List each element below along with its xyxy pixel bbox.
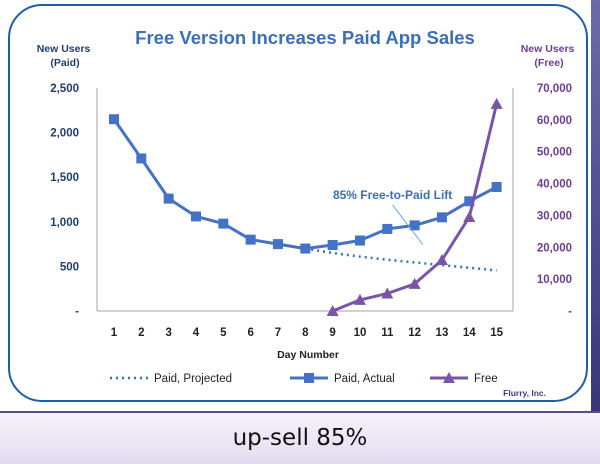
x-tick-label: 4 — [193, 327, 200, 339]
data-point-free — [381, 287, 394, 299]
x-tick-label: 12 — [408, 327, 421, 339]
data-point-paid-actual — [190, 211, 201, 222]
y-right-axis-label-line1: New Users — [521, 43, 575, 55]
slide-side-rail — [591, 0, 600, 411]
annotation-arrow — [392, 204, 424, 245]
x-tick-label: 14 — [463, 327, 476, 339]
x-tick-label: 3 — [165, 327, 171, 339]
data-point-free — [408, 277, 421, 289]
x-tick-label: 13 — [436, 327, 449, 339]
caption-bar: up-sell 85% — [0, 411, 600, 464]
chart: Free Version Increases Paid App Sales Ne… — [37, 27, 578, 398]
y-right-tick-label: 60,000 — [537, 115, 572, 127]
y-right-tick-label: 10,000 — [537, 274, 572, 286]
legend-label-free: Free — [474, 373, 498, 385]
y-right-tick-label: 70,000 — [537, 83, 572, 95]
legend-marker-paid-actual — [304, 373, 314, 383]
data-point-paid-actual — [354, 235, 365, 246]
data-point-paid-actual — [109, 114, 119, 125]
data-point-free — [353, 293, 366, 305]
y-left-tick-label: 2,000 — [50, 128, 79, 140]
y-right-tick-label: 50,000 — [537, 147, 572, 159]
y-left-tick-label: 500 — [60, 261, 79, 273]
data-point-paid-actual — [245, 234, 256, 245]
data-point-paid-actual — [436, 212, 447, 223]
data-point-paid-actual — [491, 182, 502, 193]
data-point-free — [463, 211, 476, 223]
x-tick-label: 5 — [220, 327, 227, 339]
data-point-paid-actual — [272, 239, 283, 250]
y-right-tick-labels: - 10,000 20,000 30,000 40,000 50,000 60,000 70,… — [537, 83, 572, 318]
y-left-tick-labels: - 500 1,000 1,500 2,000 2,500 — [50, 83, 79, 318]
annotation-text: 85% Free-to-Paid Lift — [333, 188, 452, 202]
x-tick-label: 11 — [381, 327, 394, 339]
data-point-paid-actual — [300, 243, 311, 254]
data-point-paid-actual — [218, 218, 229, 229]
y-right-tick-label: 20,000 — [537, 242, 572, 254]
y-right-tick-label: 30,000 — [537, 210, 572, 222]
y-left-axis-label: New Users (Paid) — [37, 43, 94, 69]
caption-text: up-sell 85% — [232, 425, 368, 451]
data-point-free — [326, 305, 339, 316]
data-point-paid-actual — [464, 196, 475, 207]
x-tick-labels: 1 2 3 4 5 6 7 8 9 10 11 12 13 14 15 — [111, 327, 504, 339]
y-left-tick-label: 2,500 — [50, 83, 79, 95]
y-right-axis-label-line2: (Free) — [534, 57, 563, 69]
x-tick-label: 1 — [111, 327, 118, 339]
x-tick-label: 2 — [138, 327, 144, 339]
chart-frame — [8, 4, 588, 402]
data-point-free — [490, 97, 503, 109]
credit-text: Flurry, Inc. — [503, 388, 546, 398]
chart-title: Free Version Increases Paid App Sales — [135, 27, 475, 48]
data-point-paid-actual — [382, 223, 393, 234]
y-right-axis-label: New Users (Free) — [521, 43, 578, 69]
x-axis-label: Day Number — [277, 349, 339, 361]
series-line-paid-actual — [112, 118, 498, 251]
x-tick-label: 9 — [329, 327, 335, 339]
y-right-tick-label: - — [568, 306, 572, 318]
y-left-tick-label: 1,500 — [50, 172, 79, 184]
data-point-free — [435, 254, 448, 266]
y-left-tick-label: - — [75, 306, 79, 318]
y-left-axis-label-line2: (Paid) — [50, 57, 79, 69]
y-left-axis-label-line1: New Users — [37, 43, 91, 55]
series-layer — [109, 97, 503, 316]
legend-marker-free — [443, 372, 455, 383]
y-right-tick-label: 40,000 — [537, 179, 572, 191]
legend-label-paid-projected: Paid, Projected — [154, 373, 232, 385]
x-tick-label: 15 — [490, 327, 503, 339]
x-tick-label: 10 — [354, 327, 367, 339]
data-point-paid-actual — [327, 239, 338, 250]
x-tick-label: 6 — [247, 327, 253, 339]
series-line-paid-projected — [305, 247, 497, 272]
y-left-tick-label: 1,000 — [50, 217, 79, 229]
legend: Paid, Projected Paid, Actual Free — [110, 372, 498, 385]
data-point-paid-actual — [136, 153, 147, 164]
legend-label-paid-actual: Paid, Actual — [334, 373, 395, 385]
x-tick-label: 8 — [302, 327, 309, 339]
x-tick-label: 7 — [275, 327, 281, 339]
data-point-paid-actual — [409, 220, 420, 231]
data-point-paid-actual — [163, 193, 174, 204]
